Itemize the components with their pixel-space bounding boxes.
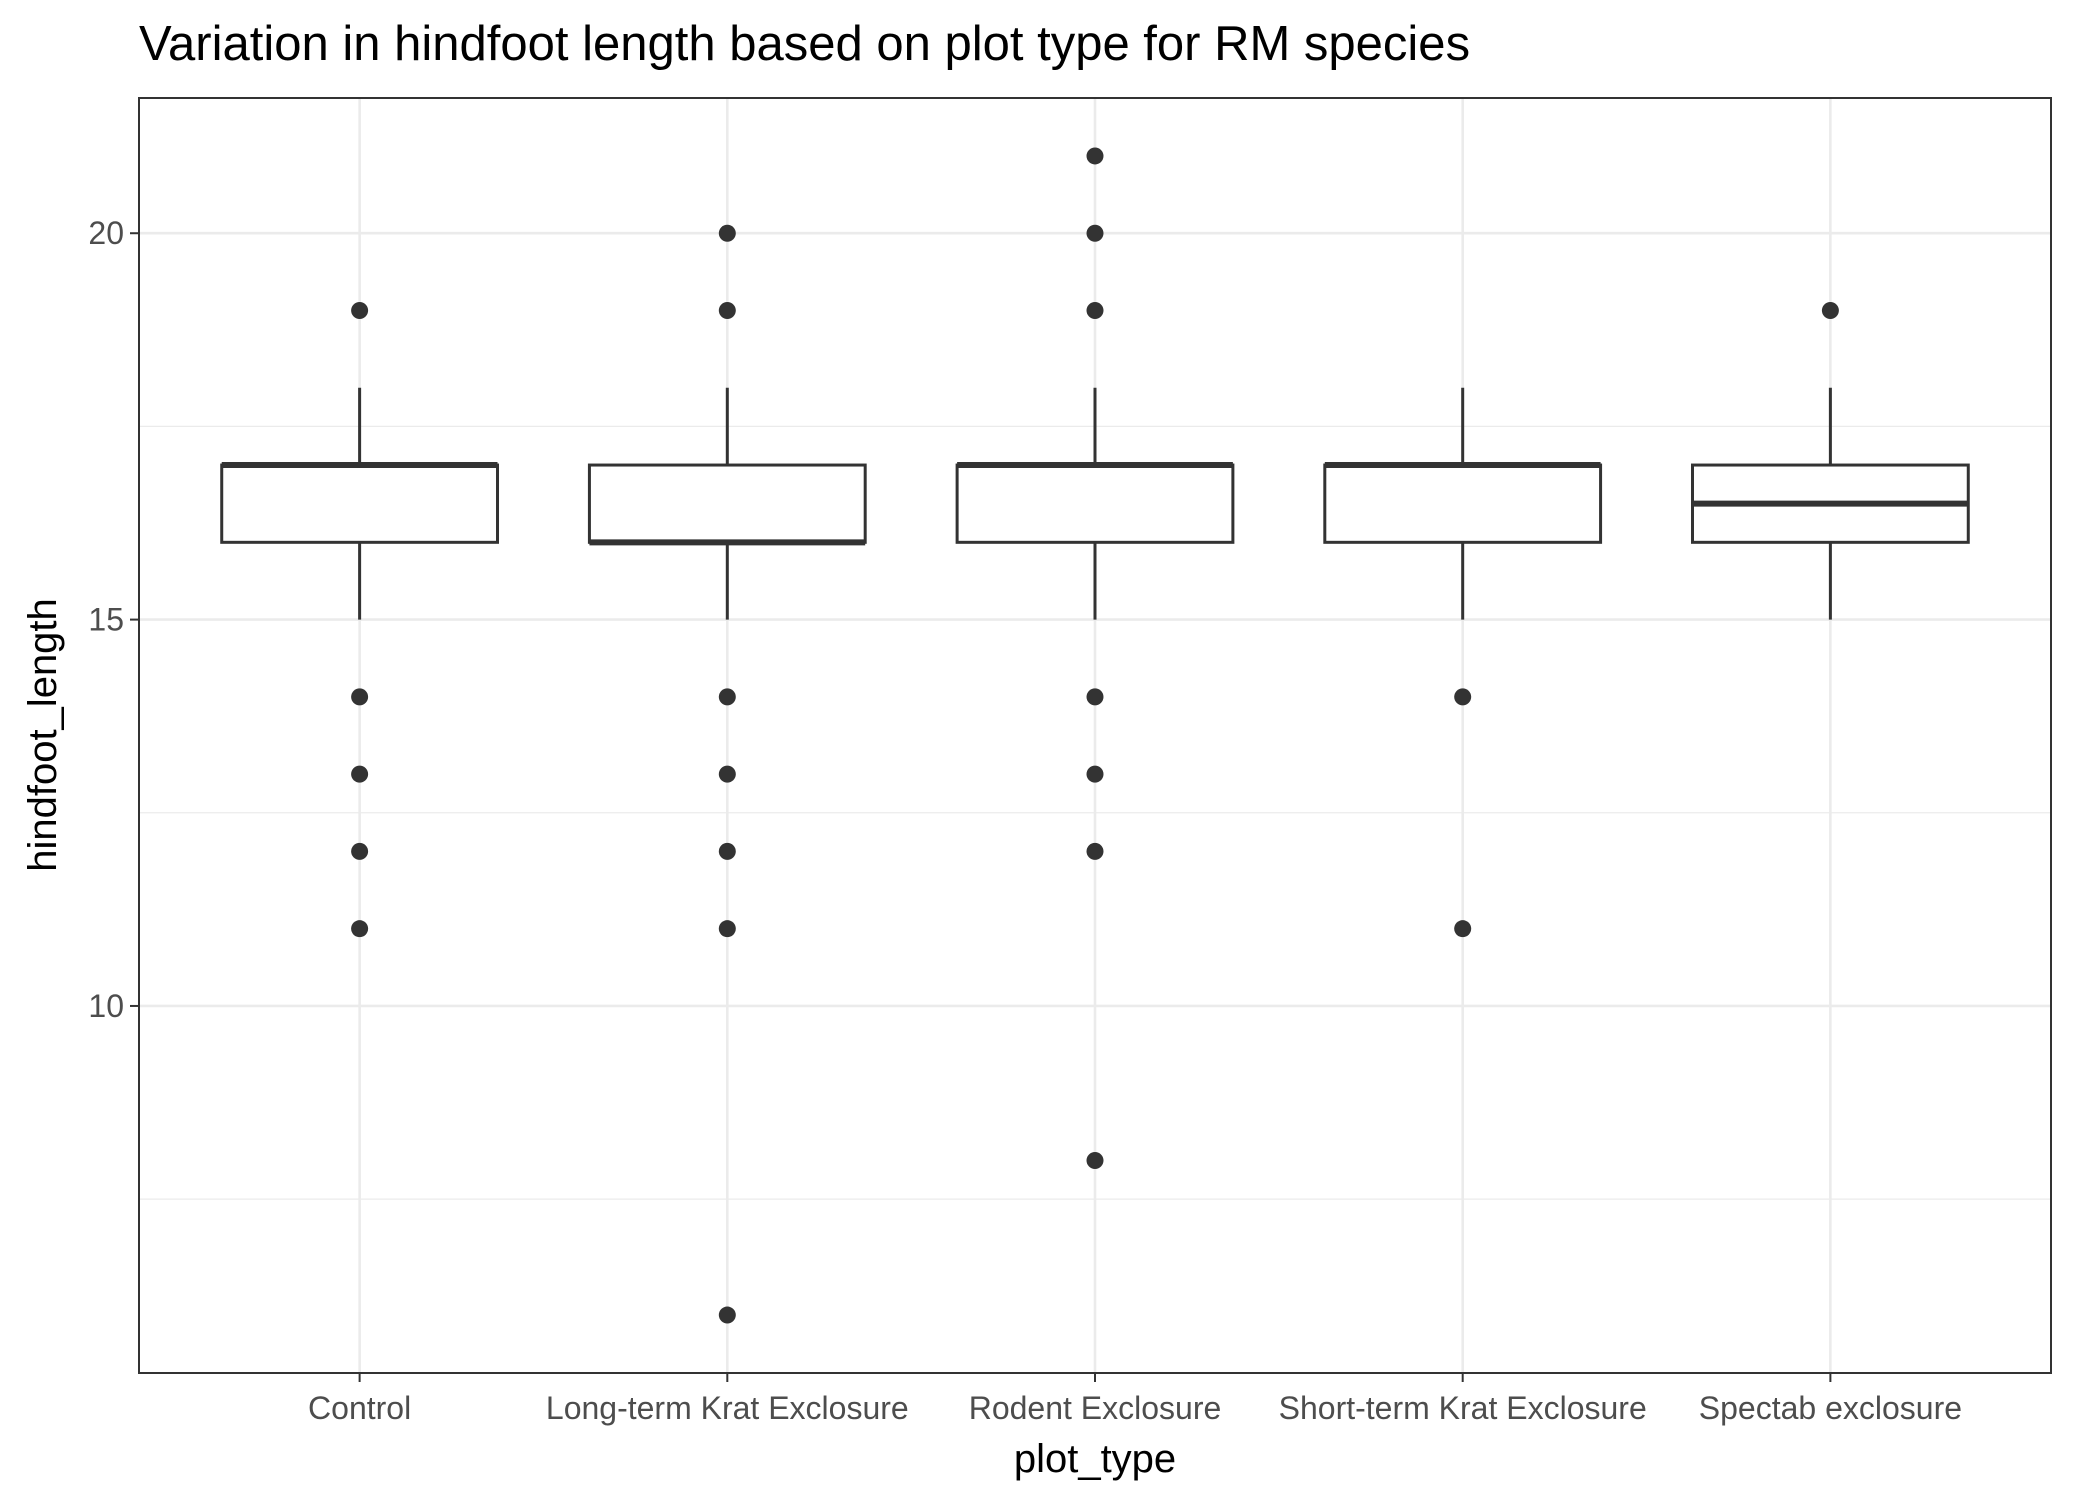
box-iqr <box>587 463 867 544</box>
outlier-point <box>351 842 369 860</box>
outlier-point <box>718 302 736 319</box>
outlier-point <box>718 224 736 242</box>
outlier-point <box>1086 147 1104 165</box>
box-group <box>587 224 867 1324</box>
outlier-point <box>1086 842 1104 860</box>
outlier-point <box>718 1306 736 1324</box>
outlier-point <box>718 688 736 706</box>
box-series <box>220 147 1970 1324</box>
outlier-point <box>351 302 369 319</box>
x-tick-label: Spectab exclosure <box>1699 1390 1962 1426</box>
box-group <box>220 302 499 938</box>
grid-lines <box>139 98 2051 1373</box>
outlier-point <box>1086 224 1104 242</box>
outlier-point <box>1086 302 1104 319</box>
outlier-point <box>351 765 369 783</box>
outlier-point <box>351 920 369 938</box>
outlier-point <box>351 688 369 706</box>
box-iqr <box>1323 463 1603 544</box>
y-axis-title: hindfoot_length <box>21 598 65 872</box>
box-group <box>1691 302 1970 620</box>
box-group <box>955 147 1235 1169</box>
outlier-point <box>1454 688 1472 706</box>
outlier-point <box>1086 765 1104 783</box>
axes: 10 15 20 Control Long-term Krat Exclosure Rod… <box>88 215 1962 1426</box>
y-tick-label: 15 <box>88 602 124 638</box>
outlier-point <box>718 765 736 783</box>
y-tick-label: 10 <box>88 988 124 1024</box>
outlier-point <box>1454 920 1472 938</box>
chart-title: Variation in hindfoot length based on pl… <box>139 17 1470 71</box>
outlier-point <box>1086 1152 1104 1169</box>
x-tick-label: Short-term Krat Exclosure <box>1279 1390 1647 1426</box>
outlier-point <box>1086 688 1104 706</box>
box-iqr <box>955 463 1235 544</box>
outlier-point <box>718 920 736 938</box>
x-tick-label: Rodent Exclosure <box>969 1390 1222 1426</box>
x-axis-title: plot_type <box>1014 1437 1176 1481</box>
box-iqr <box>220 463 499 544</box>
outlier-point <box>718 842 736 860</box>
x-tick-label: Long-term Krat Exclosure <box>546 1390 909 1426</box>
box-group <box>1323 387 1603 938</box>
x-tick-label: Control <box>308 1390 411 1426</box>
outlier-point <box>1821 302 1839 319</box>
y-tick-label: 20 <box>88 215 124 251</box>
